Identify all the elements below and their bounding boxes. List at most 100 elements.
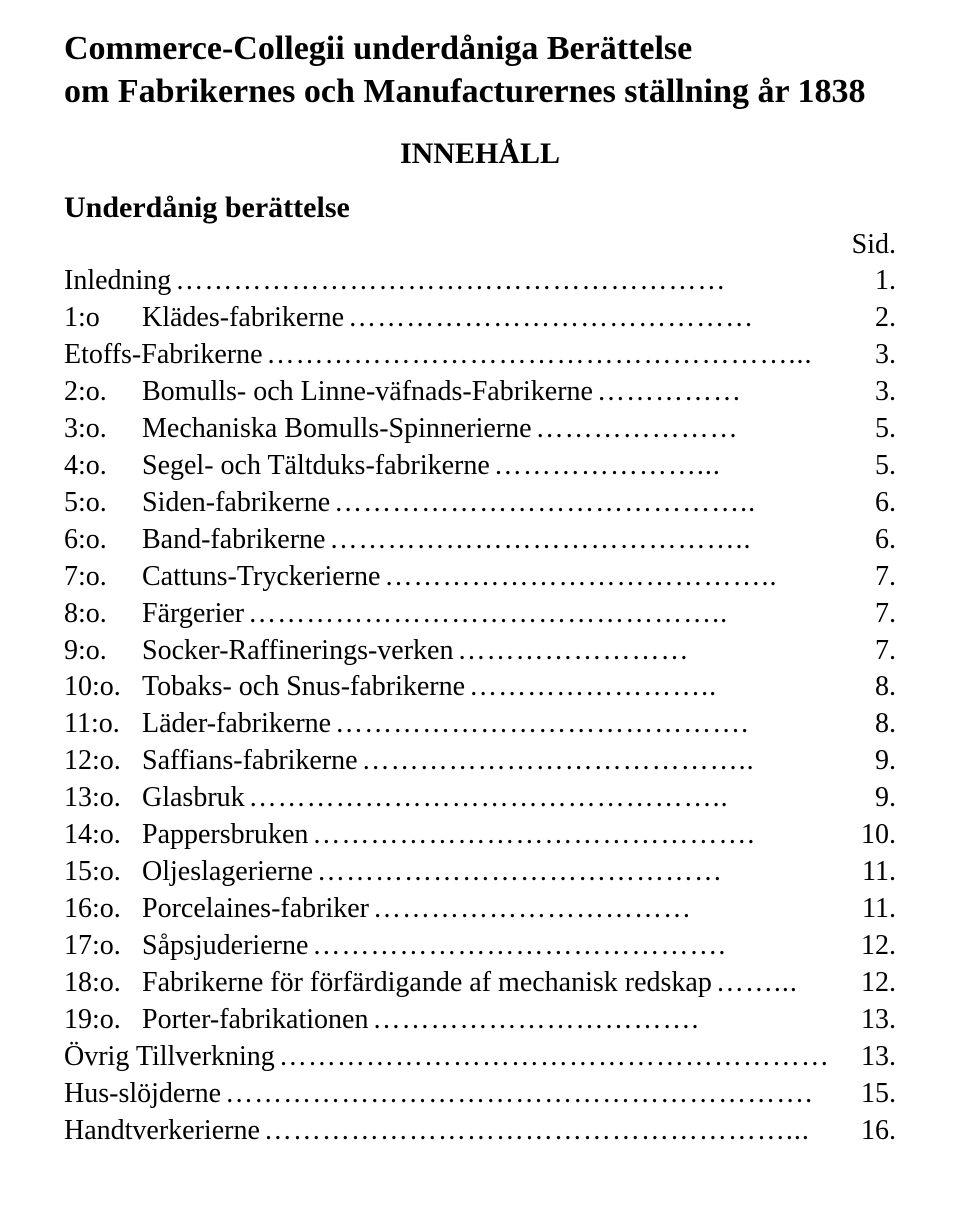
title-line-2: om Fabrikernes och Manufacturernes ställ… <box>64 73 866 110</box>
toc-leader: ……………………………………. <box>308 928 826 965</box>
toc-leader: …………………… <box>453 633 826 670</box>
toc-page-number: 8. <box>826 669 896 706</box>
toc-leader: …………………………………….. <box>325 522 826 559</box>
toc-ordinal: 9:o. <box>64 633 142 670</box>
toc-leader: ………………………………………. <box>308 817 826 854</box>
toc-page-number: 7. <box>826 633 896 670</box>
toc-label: Tobaks- och Snus-fabrikerne <box>142 669 465 706</box>
toc-label: Siden-fabrikerne <box>142 485 330 522</box>
toc-page-number: 5. <box>826 448 896 485</box>
toc-leader: …………………... <box>490 448 826 485</box>
document-page: Commerce-Collegii underdåniga Berättelse… <box>0 0 960 1209</box>
toc-row: 11:o.Läder-fabrikerne…………………………………….8. <box>64 706 896 743</box>
toc-ordinal: 1:o <box>64 300 142 337</box>
toc-page-number: 15. <box>826 1076 896 1113</box>
toc-row: 10:o.Tobaks- och Snus-fabrikerne……………………… <box>64 669 896 706</box>
toc-row: 15:o.Oljeslagerierne……………………………………11. <box>64 854 896 891</box>
toc-page-number: 12. <box>826 965 896 1002</box>
toc-label: Fabrikerne för förfärdigande af mechanis… <box>142 965 712 1002</box>
toc-label: Klädes-fabrikerne <box>142 300 344 337</box>
toc-row: 9:o.Socker-Raffinerings-verken……………………7. <box>64 633 896 670</box>
toc-label: Färgerier <box>142 596 244 633</box>
toc-leader: …………………….. <box>465 669 826 706</box>
toc-page-number: 10. <box>826 817 896 854</box>
toc-label: Läder-fabrikerne <box>142 706 331 743</box>
toc-leader: ………………………………………….. <box>245 780 826 817</box>
toc-leader: ………………………………………………… <box>171 263 826 300</box>
toc-page-number: 9. <box>826 780 896 817</box>
toc-page-number: 6. <box>826 522 896 559</box>
toc-label: Segel- och Tältduks-fabrikerne <box>142 448 490 485</box>
toc-page-number: 12. <box>826 928 896 965</box>
toc-page-number: 13. <box>826 1002 896 1039</box>
toc-leader: ……………………………………………………. <box>221 1076 826 1113</box>
toc-leader: …………………………… <box>369 891 826 928</box>
toc-label: Inledning <box>64 263 171 300</box>
toc-leader: …………… <box>593 374 826 411</box>
section-heading: Underdånig berättelse <box>64 191 896 225</box>
title-line-1: Commerce-Collegii underdåniga Berättelse <box>64 30 692 67</box>
toc-page-number: 5. <box>826 411 896 448</box>
toc-row: 5:o.Siden-fabrikerne……………………………………..6. <box>64 485 896 522</box>
toc-page-number: 2. <box>826 300 896 337</box>
toc-label: Mechaniska Bomulls-Spinnerierne <box>142 411 532 448</box>
toc-label: Etoffs-Fabrikerne <box>64 337 263 374</box>
toc-row: Handtverkerierne………………………………………………...16. <box>64 1113 896 1150</box>
document-title: Commerce-Collegii underdåniga Berättelse… <box>64 28 896 113</box>
toc-label: Socker-Raffinerings-verken <box>142 633 453 670</box>
toc-ordinal: 2:o. <box>64 374 142 411</box>
toc-page-number: 7. <box>826 559 896 596</box>
toc-row: 4:o.Segel- och Tältduks-fabrikerne………………… <box>64 448 896 485</box>
toc-ordinal: 16:o. <box>64 891 142 928</box>
toc-row: 17:o.Såpsjuderierne…………………………………….12. <box>64 928 896 965</box>
page-column-header: Sid. <box>826 229 896 261</box>
toc-page-number: 1. <box>826 263 896 300</box>
toc-leader: ……………………………………. <box>331 706 826 743</box>
contents-heading: INNEHÅLL <box>64 137 896 171</box>
toc-page-number: 7. <box>826 596 896 633</box>
toc-ordinal: 18:o. <box>64 965 142 1002</box>
toc-page-number: 11. <box>826 854 896 891</box>
toc-row: 8:o.Färgerier…………………………………………..7. <box>64 596 896 633</box>
toc-ordinal: 3:o. <box>64 411 142 448</box>
toc-ordinal: 5:o. <box>64 485 142 522</box>
toc-ordinal: 10:o. <box>64 669 142 706</box>
toc-ordinal: 6:o. <box>64 522 142 559</box>
toc-row: 13:o.Glasbruk…………………………………………..9. <box>64 780 896 817</box>
toc-page-number: 3. <box>826 337 896 374</box>
toc-leader: ………………………………………….. <box>244 596 826 633</box>
toc-label: Cattuns-Tryckerierne <box>142 559 380 596</box>
toc-page-number: 9. <box>826 743 896 780</box>
toc-row: 7:o.Cattuns-Tryckerierne…………………………………..7… <box>64 559 896 596</box>
toc-row: Hus-slöjderne…………………………………………………….15. <box>64 1076 896 1113</box>
toc-leader: ………………………………………………... <box>260 1113 826 1150</box>
toc-leader: …………………………………….. <box>330 485 826 522</box>
toc-ordinal: 13:o. <box>64 780 142 817</box>
toc-ordinal: 8:o. <box>64 596 142 633</box>
toc-leader: ………………………………………………... <box>263 337 826 374</box>
toc-ordinal: 11:o. <box>64 706 142 743</box>
toc-leader: ………………………………….. <box>380 559 826 596</box>
toc-label: Handtverkerierne <box>64 1113 260 1150</box>
toc-label: Övrig Tillverkning <box>64 1039 275 1076</box>
toc-ordinal: 17:o. <box>64 928 142 965</box>
toc-leader: …………………………………… <box>344 300 826 337</box>
toc-row: 3:o.Mechaniska Bomulls-Spinnerierne……………… <box>64 411 896 448</box>
toc-page-number: 6. <box>826 485 896 522</box>
toc-label: Hus-slöjderne <box>64 1076 221 1113</box>
toc-leader: ……... <box>712 965 826 1002</box>
toc-row: 6:o.Band-fabrikerne……………………………………..6. <box>64 522 896 559</box>
toc-page-number: 11. <box>826 891 896 928</box>
toc-label: Såpsjuderierne <box>142 928 308 965</box>
toc-ordinal: 7:o. <box>64 559 142 596</box>
toc-leader: ………………… <box>532 411 826 448</box>
toc-leader: ………………………………….. <box>358 743 826 780</box>
toc-row: Etoffs-Fabrikerne………………………………………………...3. <box>64 337 896 374</box>
toc-leader: …………………………………… <box>313 854 826 891</box>
toc-label: Porcelaines-fabriker <box>142 891 369 928</box>
toc-ordinal: 12:o. <box>64 743 142 780</box>
toc-row: 1:oKlädes-fabrikerne……………………………………2. <box>64 300 896 337</box>
toc-label: Glasbruk <box>142 780 245 817</box>
toc-leader: ………………………………………………… <box>275 1039 826 1076</box>
toc-label: Saffians-fabrikerne <box>142 743 358 780</box>
